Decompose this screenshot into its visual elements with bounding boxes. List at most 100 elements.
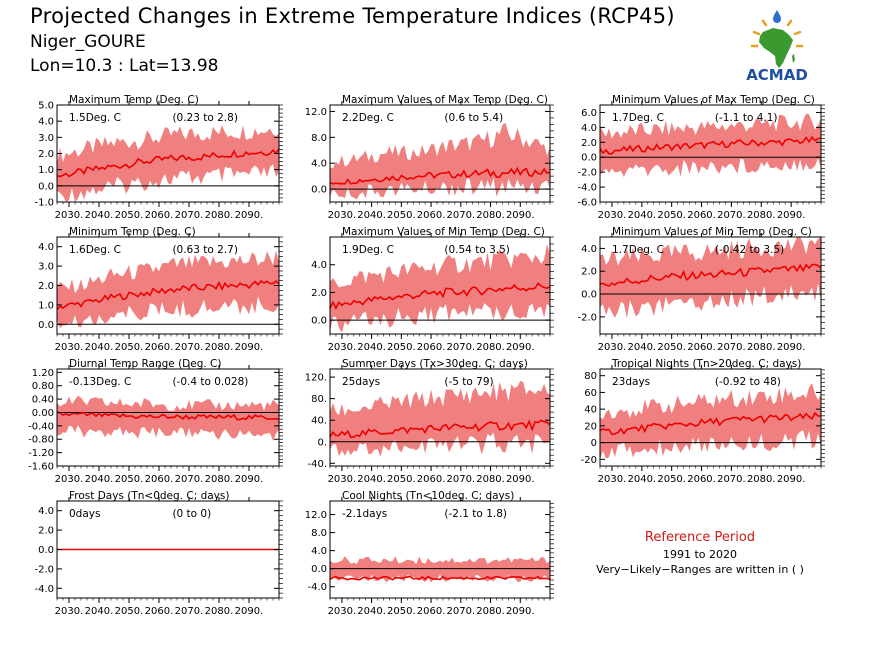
plot-frame (329, 500, 551, 599)
x-tick-label: 2090. (235, 210, 264, 221)
x-tick-label: 2060. (687, 210, 716, 221)
x-tick-label: 2060. (145, 474, 174, 485)
x-tick-label: 2040. (85, 342, 114, 353)
y-tick-label: 40 (584, 405, 597, 416)
likely-range-label: (-0.42 to 3.5) (715, 244, 784, 256)
x-tick-label: 2070. (446, 606, 475, 617)
likely-range-label: (0 to 0) (172, 508, 211, 520)
uncertainty-band (57, 250, 279, 329)
x-tick-label: 2060. (417, 210, 446, 221)
x-tick-label: 2060. (417, 606, 446, 617)
x-tick-label: 2090. (777, 474, 806, 485)
chart-title: Maximum Temp (Deg. C) (69, 94, 199, 106)
x-tick-label: 2060. (145, 606, 174, 617)
x-tick-label: 2040. (85, 606, 114, 617)
y-tick-label: -0.40 (28, 421, 54, 432)
x-tick-label: 2050. (387, 606, 416, 617)
x-tick-label: 2060. (687, 474, 716, 485)
x-tick-label: 2030. (55, 210, 84, 221)
plot-frame (599, 236, 822, 335)
x-tick-label: 2040. (627, 342, 656, 353)
reference-period-title: Reference Period (644, 530, 756, 545)
x-tick-label: 2080. (205, 606, 234, 617)
y-tick-label: 0.0 (581, 290, 597, 301)
median-change-label: 1.5Deg. C (69, 112, 121, 124)
y-tick-label: -20 (581, 455, 597, 466)
chart-title: Maximum Values of Min Temp (Deg. C) (342, 226, 545, 238)
x-tick-label: 2030. (328, 474, 357, 485)
chart-panel: 1.20 0.80 0.40 0.00 -0.40 -0.80 -1.20 -1.602030… (28, 358, 283, 485)
y-tick-label: -1.0 (34, 198, 54, 209)
x-tick-label: 2070. (717, 210, 746, 221)
median-line (329, 575, 551, 581)
x-tick-label: 2090. (777, 210, 806, 221)
x-tick-label: 2090. (506, 606, 535, 617)
x-tick-label: 2030. (598, 342, 627, 353)
acmad-logo-graphic: ACMAD (746, 10, 808, 84)
x-tick-label: 2040. (627, 210, 656, 221)
likely-range-label: (0.6 to 5.4) (444, 112, 503, 124)
y-tick-label: 12.0 (305, 510, 327, 521)
main-title: Projected Changes in Extreme Temperature… (30, 4, 675, 28)
y-tick-label: -2.0 (34, 564, 54, 575)
x-tick-label: 2030. (598, 474, 627, 485)
x-tick-label: 2070. (175, 210, 204, 221)
y-tick-label: 2.0 (38, 149, 54, 160)
median-change-label: 2.2Deg. C (342, 112, 394, 124)
x-tick-label: 2070. (175, 474, 204, 485)
y-tick-label: 12.0 (305, 107, 327, 118)
uncertainty-band (330, 381, 550, 457)
likely-range-label: (-0.92 to 48) (715, 376, 781, 388)
x-tick-label: 2060. (417, 342, 446, 353)
x-tick-label: 2030. (328, 342, 357, 353)
x-tick-label: 2050. (387, 474, 416, 485)
y-tick-label: 4.0 (38, 242, 54, 253)
y-tick-label: -0.80 (28, 435, 54, 446)
median-change-label: -2.1days (342, 508, 387, 520)
median-change-label: 1.6Deg. C (69, 244, 121, 256)
y-tick-label: 4.0 (311, 546, 327, 557)
x-tick-label: 2050. (657, 210, 686, 221)
y-tick-label: 4.0 (581, 123, 597, 134)
x-tick-label: 2030. (328, 210, 357, 221)
y-tick-label: 0.0 (38, 181, 54, 192)
plot-frame (56, 368, 280, 467)
likely-range-label: (-0.4 to 0.028) (172, 376, 248, 388)
chart-panel: 120. 80. 40. 0. -40.2030. 2040. 2050. 2060. 2070… (305, 358, 554, 485)
y-tick-label: 5.0 (38, 101, 54, 112)
likely-range-label: (0.63 to 2.7) (172, 244, 238, 256)
chart-title: Frost Days (Tn<0deg. C; days) (69, 490, 229, 502)
x-tick-label: 2070. (717, 474, 746, 485)
x-tick-label: 2050. (657, 342, 686, 353)
median-line (599, 135, 822, 155)
chart-title: Minimum Temp (Deg. C) (69, 226, 196, 238)
y-tick-label: 1.20 (32, 368, 54, 379)
y-tick-label: 0.0 (581, 153, 597, 164)
uncertainty-band (330, 244, 550, 333)
x-tick-label: 2040. (357, 342, 386, 353)
x-tick-label: 2060. (145, 342, 174, 353)
x-tick-label: 2070. (446, 474, 475, 485)
x-tick-label: 2080. (476, 606, 505, 617)
x-tick-label: 2050. (387, 210, 416, 221)
x-tick-label: 2030. (328, 606, 357, 617)
median-line (56, 279, 280, 311)
x-tick-label: 2040. (357, 210, 386, 221)
y-tick-label: 2.0 (581, 267, 597, 278)
reference-period-note: Very−Likely−Ranges are written in ( ) (596, 563, 804, 576)
y-tick-label: 0.0 (38, 545, 54, 556)
reference-period-years: 1991 to 2020 (662, 548, 738, 561)
x-tick-label: 2070. (446, 210, 475, 221)
uncertainty-band (600, 383, 821, 460)
x-tick-label: 2030. (598, 210, 627, 221)
y-tick-label: -2.0 (577, 312, 597, 323)
uncertainty-band (600, 237, 821, 319)
x-tick-label: 2050. (115, 606, 144, 617)
y-tick-label: -1.20 (28, 448, 54, 459)
reference-period-box: Reference Period 1991 to 2020 Very−Likel… (580, 530, 820, 576)
